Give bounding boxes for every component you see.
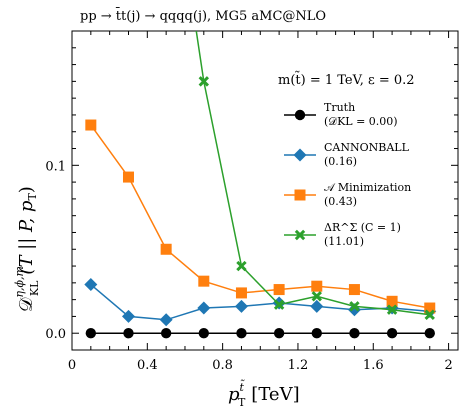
data-point bbox=[386, 304, 398, 315]
data-point bbox=[349, 328, 360, 339]
plot-frame bbox=[71, 30, 459, 351]
data-point bbox=[311, 328, 322, 339]
data-point bbox=[159, 313, 173, 327]
data-point bbox=[122, 171, 134, 183]
data-point bbox=[273, 299, 285, 310]
data-point bbox=[236, 328, 247, 339]
x-axis-label: pt̃ T [TeV] bbox=[228, 380, 300, 409]
data-point bbox=[84, 278, 98, 292]
data-point bbox=[273, 284, 285, 296]
chart-title: pp → t̄t(j) → qqqq(j), MG5 aMC@NLO bbox=[80, 7, 326, 24]
series-layer bbox=[84, 31, 437, 339]
legend-value: (11.01) bbox=[324, 235, 364, 248]
legend-value: (0.43) bbox=[324, 195, 357, 208]
data-point bbox=[273, 328, 285, 339]
data-point bbox=[311, 280, 323, 292]
legend-marker bbox=[294, 109, 306, 121]
data-point bbox=[386, 328, 398, 339]
data-point bbox=[234, 299, 248, 313]
ticks-layer: 0 0.4 0.8 1.2 1.6 2 0.0 0.1 bbox=[45, 31, 458, 373]
data-point bbox=[85, 328, 97, 339]
data-point bbox=[424, 328, 435, 339]
x-tick-label: 1.2 bbox=[288, 358, 309, 373]
data-point bbox=[121, 309, 135, 323]
data-point bbox=[198, 275, 210, 287]
legend-label: Truth bbox=[324, 101, 355, 114]
series-2 bbox=[85, 119, 436, 314]
data-point bbox=[197, 301, 211, 315]
legend-label: ΔR^Σ (C = 1) bbox=[324, 221, 401, 234]
data-point bbox=[160, 328, 172, 339]
plot-annotation: m(t̃) = 1 TeV, ε = 0.2 bbox=[278, 71, 415, 88]
legend-marker bbox=[293, 148, 307, 162]
y-tick-label: 0.0 bbox=[45, 327, 66, 342]
y-tick-label: 0.1 bbox=[45, 159, 66, 174]
x-tick-label: 0 bbox=[68, 358, 76, 373]
legend-label: 𝒜 Minimization bbox=[324, 181, 411, 194]
y-axis-label: 𝒟η,ϕ,m KL(T || P, pT) bbox=[13, 186, 41, 312]
data-point bbox=[311, 291, 322, 302]
legend-label: CANNONBALL bbox=[324, 141, 410, 154]
x-tick-label: 2 bbox=[444, 358, 452, 373]
series-3 bbox=[195, 31, 435, 320]
data-point bbox=[160, 243, 172, 255]
data-point bbox=[236, 260, 247, 272]
series-line bbox=[90, 124, 430, 309]
data-point bbox=[123, 328, 134, 339]
data-point bbox=[424, 302, 436, 314]
legend-marker bbox=[294, 229, 306, 241]
data-point bbox=[424, 309, 435, 320]
data-point bbox=[310, 299, 324, 313]
series-0 bbox=[85, 328, 435, 339]
data-point bbox=[348, 284, 360, 296]
data-point bbox=[235, 287, 247, 299]
x-tick-label: 0.4 bbox=[137, 358, 158, 373]
legend: Truth(𝒟KL = 0.00) CANNONBALL(0.16) 𝒜 Minim… bbox=[284, 101, 411, 248]
data-point bbox=[386, 295, 398, 307]
x-tick-label: 1.6 bbox=[363, 358, 384, 373]
data-point bbox=[198, 328, 210, 339]
legend-value: (0.16) bbox=[324, 155, 357, 168]
data-point bbox=[198, 76, 210, 87]
series-line bbox=[195, 31, 430, 316]
data-point bbox=[85, 119, 97, 131]
series-line bbox=[90, 283, 430, 321]
data-point bbox=[349, 301, 360, 312]
legend-value: (𝒟KL = 0.00) bbox=[324, 115, 398, 128]
legend-marker bbox=[294, 189, 306, 201]
x-tick-label: 0.8 bbox=[212, 358, 233, 373]
